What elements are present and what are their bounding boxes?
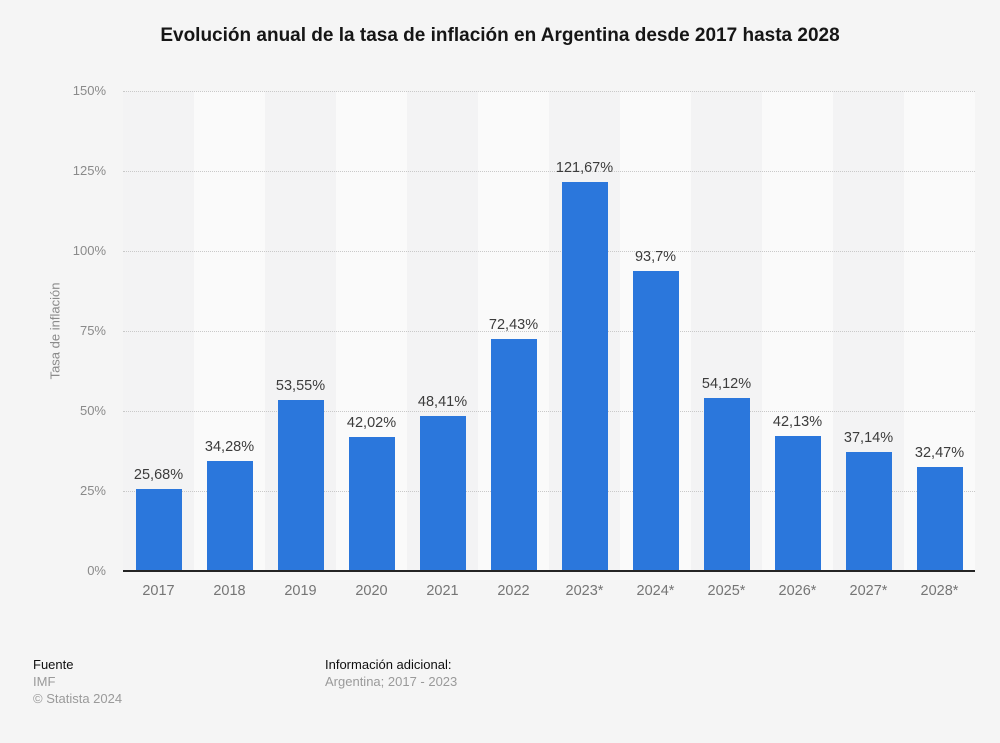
- x-tick-label: 2020: [355, 583, 388, 599]
- x-tick-label: 2027*: [849, 583, 888, 599]
- chart-title: Evolución anual de la tasa de inflación …: [160, 25, 840, 46]
- x-axis-ticks: 2017 2018 2019 2020 2021 2022 2023* 2024* 2025* 2…: [123, 583, 975, 603]
- statista-copyright: © Statista 2024: [33, 691, 123, 706]
- bar-2022: [490, 339, 537, 571]
- gridline-100: [123, 251, 975, 252]
- bar-value-label: 32,47%: [914, 445, 965, 462]
- bar-2020: [348, 436, 395, 571]
- bar-2027: [845, 452, 892, 571]
- x-tick-label: 2026*: [778, 583, 817, 599]
- additional-info-value: Argentina; 2017 - 2023: [325, 674, 458, 689]
- bar-2018: [206, 461, 253, 571]
- y-tick-label: 75%: [79, 323, 106, 338]
- x-tick-label: 2023*: [565, 583, 604, 599]
- x-tick-label: 2022: [497, 583, 530, 599]
- footer-info-column: Información adicional: Argentina; 2017 -…: [325, 656, 457, 690]
- gridline-125: [123, 171, 975, 172]
- bar-2021: [419, 416, 466, 571]
- y-tick-label: 50%: [79, 403, 106, 418]
- x-tick-label: 2025*: [707, 583, 746, 599]
- gridline-25: [123, 491, 975, 492]
- source-value: IMF: [33, 674, 56, 689]
- x-tick-label: 2017: [142, 583, 175, 599]
- bar-value-label: 37,14%: [843, 430, 894, 447]
- bar-value-label: 121,67%: [555, 159, 614, 176]
- x-tick-label: 2024*: [636, 583, 675, 599]
- y-axis-ticks: 0% 25% 50% 75% 100% 125% 150%: [0, 0, 106, 743]
- bar-value-label: 25,68%: [133, 466, 184, 483]
- source-label: Fuente: [33, 657, 74, 672]
- bar-2025: [703, 397, 750, 571]
- bar-2019: [277, 399, 324, 571]
- bar-2024: [632, 271, 679, 571]
- x-tick-label: 2021: [426, 583, 459, 599]
- bar-2026: [774, 436, 821, 571]
- bar-value-label: 48,41%: [417, 394, 468, 411]
- bar-value-label: 34,28%: [204, 439, 255, 456]
- y-tick-label: 125%: [72, 163, 106, 178]
- x-tick-label: 2018: [213, 583, 246, 599]
- y-tick-label: 100%: [72, 243, 106, 258]
- bar-2023: [561, 181, 608, 571]
- gridline-50: [123, 411, 975, 412]
- gridline-75: [123, 331, 975, 332]
- gridline-150: [123, 91, 975, 92]
- y-tick-label: 25%: [79, 483, 106, 498]
- footer-source-column: Fuente IMF © Statista 2024: [33, 656, 122, 707]
- plot-area: 25,68% 34,28% 53,55% 42,02% 48,41% 72,43% 121,…: [123, 91, 975, 572]
- additional-info-label: Información adicional:: [325, 657, 452, 672]
- bar-2017: [135, 488, 182, 571]
- x-tick-label: 2028*: [920, 583, 959, 599]
- y-tick-label: 0%: [87, 563, 106, 578]
- x-tick-label: 2019: [284, 583, 317, 599]
- x-axis-line: [123, 570, 975, 572]
- bar-2028: [916, 467, 963, 571]
- bar-value-label: 42,13%: [772, 414, 823, 431]
- bar-value-label: 93,7%: [634, 249, 677, 266]
- bar-value-label: 54,12%: [701, 375, 752, 392]
- y-tick-label: 150%: [72, 83, 106, 98]
- bar-value-label: 53,55%: [275, 377, 326, 394]
- bar-value-label: 72,43%: [488, 317, 539, 334]
- bar-value-label: 42,02%: [346, 414, 397, 431]
